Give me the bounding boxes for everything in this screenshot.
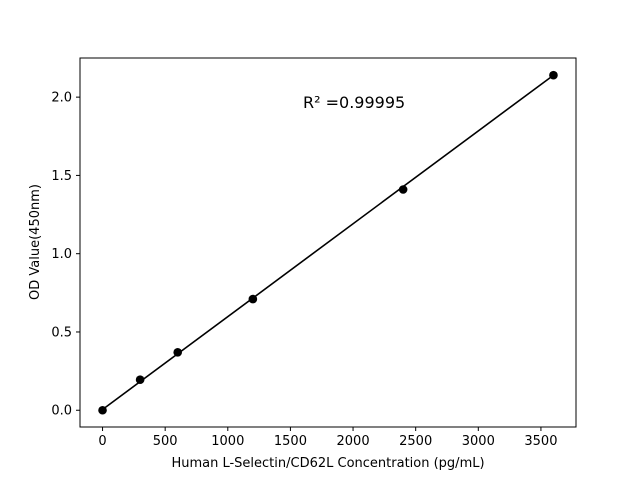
x-tick-label: 2000 (337, 434, 370, 449)
y-tick-label: 0.5 (51, 325, 72, 340)
data-points-layer (98, 70, 558, 415)
y-tick-label: 1.5 (51, 169, 72, 184)
x-tick-label: 1500 (274, 434, 307, 449)
x-tick-label: 500 (153, 434, 178, 449)
x-tick-label: 3000 (462, 434, 495, 449)
r-squared-annotation: R² =0.99995 (303, 93, 405, 112)
y-axis-label: OD Value(450nm) (28, 184, 43, 300)
data-point (398, 185, 408, 194)
x-axis-label: Human L-Selectin/CD62L Concentration (pg… (171, 456, 484, 471)
x-tick-label: 1000 (211, 434, 244, 449)
data-point (173, 348, 182, 357)
y-axis-ticks: 0.0 0.5 1.0 1.5 2.0 (51, 91, 80, 419)
plot-frame (79, 57, 577, 428)
x-tick-label: 2500 (399, 434, 432, 449)
y-tick-label: 0.0 (51, 404, 72, 419)
data-point (248, 294, 258, 304)
x-tick-label: 3500 (524, 434, 557, 449)
data-point (135, 375, 145, 385)
data-point (98, 405, 107, 415)
x-tick-label: 0 (98, 434, 106, 449)
y-tick-label: 2.0 (51, 91, 72, 106)
data-point (549, 70, 558, 80)
y-tick-label: 1.0 (51, 247, 72, 262)
x-axis-ticks: 0 500 1000 1500 2000 2500 3000 3500 (98, 427, 557, 449)
